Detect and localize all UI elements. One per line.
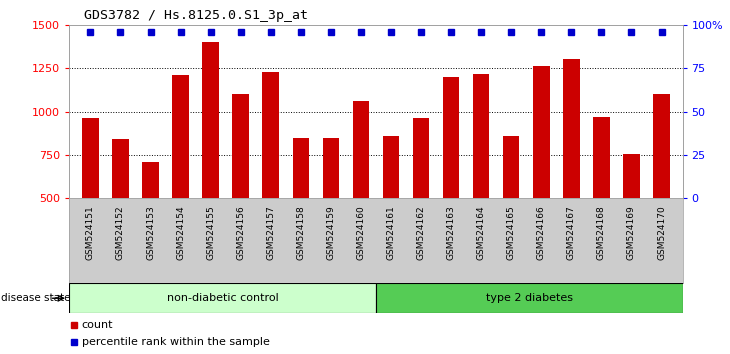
Bar — [563, 59, 580, 198]
Bar — [69, 283, 376, 313]
Text: GSM524165: GSM524165 — [507, 205, 515, 260]
Text: GSM524160: GSM524160 — [356, 205, 366, 260]
Bar — [112, 139, 128, 198]
Text: GSM524156: GSM524156 — [237, 205, 245, 260]
Bar — [202, 42, 219, 198]
Text: GSM524155: GSM524155 — [206, 205, 215, 260]
Bar — [376, 283, 683, 313]
Text: GSM524168: GSM524168 — [597, 205, 606, 260]
Bar — [353, 101, 369, 198]
Text: disease state: disease state — [1, 293, 71, 303]
Bar — [82, 119, 99, 198]
Bar — [383, 136, 399, 198]
Text: non-diabetic control: non-diabetic control — [166, 293, 279, 303]
Bar — [593, 117, 610, 198]
Text: GSM524163: GSM524163 — [447, 205, 456, 260]
Text: GSM524164: GSM524164 — [477, 205, 485, 260]
Text: percentile rank within the sample: percentile rank within the sample — [82, 337, 269, 347]
Text: GSM524161: GSM524161 — [386, 205, 396, 260]
Bar — [623, 154, 639, 198]
Text: GSM524151: GSM524151 — [86, 205, 95, 260]
Text: GSM524152: GSM524152 — [116, 205, 125, 260]
Text: GSM524162: GSM524162 — [417, 205, 426, 260]
Text: GSM524157: GSM524157 — [266, 205, 275, 260]
Bar — [232, 94, 249, 198]
Text: GDS3782 / Hs.8125.0.S1_3p_at: GDS3782 / Hs.8125.0.S1_3p_at — [84, 9, 308, 22]
Bar — [293, 137, 309, 198]
Text: GSM524159: GSM524159 — [326, 205, 335, 260]
Bar — [263, 72, 279, 198]
Text: count: count — [82, 320, 113, 330]
Bar — [323, 137, 339, 198]
Text: GSM524169: GSM524169 — [627, 205, 636, 260]
Text: GSM524158: GSM524158 — [296, 205, 305, 260]
Bar — [172, 75, 189, 198]
Bar — [412, 119, 429, 198]
Text: GSM524166: GSM524166 — [537, 205, 546, 260]
Bar — [473, 74, 489, 198]
Bar — [503, 136, 520, 198]
Bar — [533, 67, 550, 198]
Text: GSM524154: GSM524154 — [176, 205, 185, 260]
Text: GSM524170: GSM524170 — [657, 205, 666, 260]
Text: GSM524153: GSM524153 — [146, 205, 155, 260]
Bar — [142, 162, 159, 198]
Bar — [653, 94, 670, 198]
Bar — [443, 77, 459, 198]
Text: type 2 diabetes: type 2 diabetes — [485, 293, 573, 303]
Text: GSM524167: GSM524167 — [566, 205, 576, 260]
